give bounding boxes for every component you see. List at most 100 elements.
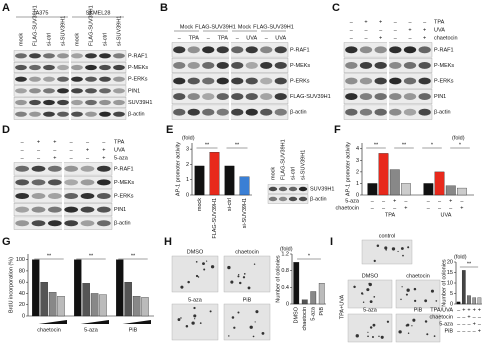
treatment-sign: – [382, 198, 386, 204]
significance: ** [47, 253, 52, 259]
bar [239, 176, 250, 196]
lane-label: mock [74, 33, 80, 46]
significance: ** [235, 142, 240, 148]
band [71, 76, 83, 82]
bar [40, 282, 48, 317]
bar [57, 296, 65, 317]
colony [243, 272, 246, 275]
band [278, 196, 288, 202]
colony [405, 324, 408, 327]
lane-label: mock [270, 167, 276, 180]
treatment-sign: – [364, 27, 368, 33]
treatment-sign: + [462, 307, 465, 313]
band [47, 220, 62, 227]
treatment-sign: – [350, 35, 354, 41]
y-axis-label: AP-1 promoter activity [175, 142, 181, 196]
dose-wedge [80, 320, 109, 324]
band [99, 53, 111, 59]
colony [203, 268, 206, 271]
treatment-sign: TPA [189, 35, 200, 41]
band [71, 64, 83, 71]
y-axis-label: Number of colonies [441, 259, 447, 307]
band [389, 77, 402, 85]
colony [255, 310, 259, 314]
bar [367, 183, 378, 196]
treatment-sign: – [21, 147, 25, 153]
colony [367, 331, 369, 333]
unit-label: (fold) [452, 135, 465, 141]
band [64, 179, 79, 186]
treatment-name: UVA [434, 27, 445, 33]
band [187, 46, 200, 54]
colony [191, 321, 195, 325]
band [15, 179, 30, 186]
y-tick-label: 0 [22, 313, 25, 319]
band [231, 46, 244, 54]
treatment-sign: – [371, 198, 375, 204]
band [274, 93, 287, 101]
colony [177, 318, 181, 322]
y-tick-label: 15 [447, 270, 453, 276]
band [187, 61, 200, 69]
row-label: PIN1 [128, 88, 140, 94]
band [113, 53, 125, 59]
colony [227, 265, 231, 270]
bar [401, 183, 411, 196]
group-label: A375 [36, 10, 49, 16]
band [418, 46, 431, 54]
unit-label: (fold) [280, 246, 293, 252]
lane-label: si-SUV39H1 [300, 150, 306, 180]
colony [180, 317, 182, 319]
colony [373, 259, 376, 263]
band [173, 61, 186, 69]
treatment-sign: – [438, 205, 442, 211]
y-tick-label: 1.2 [281, 251, 289, 257]
blot-strip [267, 184, 309, 194]
band [389, 46, 402, 54]
treatment-sign: – [449, 205, 453, 211]
colony [400, 247, 404, 250]
band [85, 111, 97, 117]
treatment-sign: – [178, 35, 182, 41]
treatment-sign: – [350, 27, 354, 33]
treatment-sign: – [86, 139, 90, 145]
band [245, 77, 258, 85]
colony [247, 286, 251, 290]
y-tick-label: 100 [16, 257, 25, 263]
band [31, 206, 46, 213]
band [29, 111, 41, 117]
band [29, 53, 41, 59]
band [418, 108, 431, 116]
category-label: FLAG-SUV39H1 [212, 198, 218, 239]
colony [385, 249, 387, 251]
band [359, 108, 373, 116]
y-tick-label: 0.8 [281, 268, 289, 274]
colony [401, 286, 403, 288]
colony [355, 334, 359, 338]
band [64, 206, 79, 213]
band [85, 88, 97, 94]
panel-label: H [164, 236, 172, 248]
colony [435, 300, 438, 302]
band [80, 206, 95, 213]
colony [202, 262, 205, 266]
treatment-name: 5-aza [114, 155, 129, 161]
band [231, 61, 244, 69]
treatment-sign: – [408, 19, 412, 25]
row-label: P-ERKs [128, 77, 148, 83]
treatment-sign: – [423, 19, 427, 25]
treatment-sign: + [473, 307, 476, 313]
treatment-sign: + [393, 198, 396, 204]
bar [224, 165, 235, 196]
unit-label: (fold) [182, 135, 195, 141]
bar [124, 282, 132, 317]
band [47, 206, 62, 213]
band [389, 108, 402, 116]
treatment-sign: + [467, 314, 470, 320]
band [113, 64, 125, 71]
treatment-sign: – [70, 155, 74, 161]
colony [384, 246, 388, 250]
row-label: P-RAF1 [128, 53, 148, 59]
treatment-sign: – [457, 314, 461, 320]
band [15, 111, 27, 117]
